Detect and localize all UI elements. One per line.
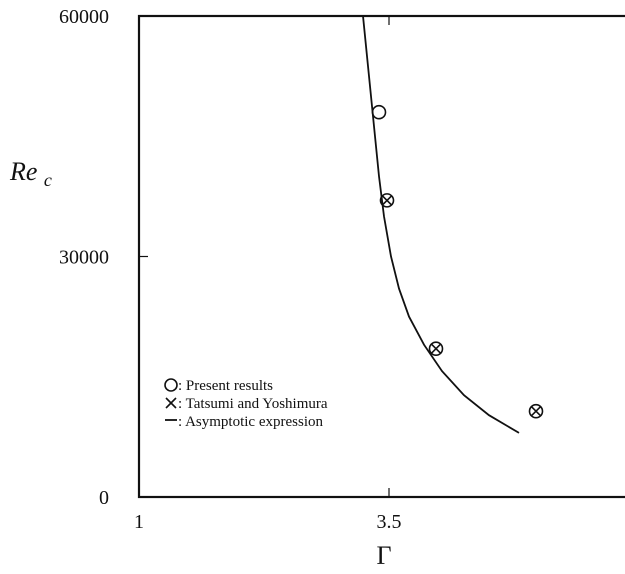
legend-label: : Tatsumi and Yoshimura bbox=[178, 396, 328, 412]
tatsumi-yoshimura-point bbox=[430, 343, 442, 354]
present-results-point bbox=[371, 104, 387, 120]
tick-labels: 13.5603000060000 bbox=[59, 6, 402, 533]
x-tick-label: 3.5 bbox=[377, 511, 402, 533]
present-results-point bbox=[428, 341, 444, 356]
curve-layer bbox=[362, 15, 520, 434]
x-tick-label: 1 bbox=[134, 511, 144, 533]
present-results-point bbox=[379, 193, 395, 208]
y-axis-label-subscript: c bbox=[44, 170, 52, 190]
cross-stroke bbox=[381, 195, 393, 206]
legend-label: : Present results bbox=[178, 378, 273, 394]
tatsumi-yoshimura-point bbox=[381, 195, 393, 206]
present-results-point bbox=[528, 403, 544, 419]
tatsumi-yoshimura-point bbox=[530, 406, 542, 417]
x-axis-label: Γ bbox=[376, 541, 391, 570]
legend-symbol-circle bbox=[164, 378, 178, 392]
y-tick-label: 0 bbox=[99, 487, 109, 509]
cross-stroke bbox=[530, 406, 542, 417]
cross-stroke bbox=[165, 397, 177, 409]
y-tick-label: 60000 bbox=[59, 6, 109, 28]
y-tick-label: 30000 bbox=[59, 247, 109, 269]
legend-symbol-cross bbox=[165, 397, 177, 409]
cross-stroke bbox=[430, 343, 442, 354]
y-axis-label: Re c bbox=[9, 157, 52, 190]
legend: : Present results : Tatsumi and Yoshimura… bbox=[164, 378, 328, 430]
markers bbox=[371, 104, 544, 419]
ticks bbox=[138, 15, 390, 498]
legend-label: : Asymptotic expression bbox=[178, 414, 323, 430]
y-axis-label-main: Re bbox=[9, 157, 37, 186]
asymptotic-curve bbox=[362, 15, 520, 434]
